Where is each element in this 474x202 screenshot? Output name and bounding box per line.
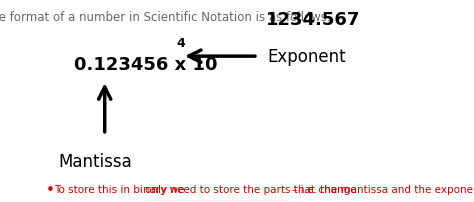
Text: Mantissa: Mantissa: [58, 152, 132, 170]
Text: •: •: [46, 182, 55, 197]
Text: 1234.567: 1234.567: [265, 11, 360, 29]
Text: 4: 4: [177, 36, 185, 49]
Text: – i.e. the mantissa and the exponent: – i.e. the mantissa and the exponent: [289, 184, 474, 194]
Text: The format of a number in Scientific Notation is as follows...: The format of a number in Scientific Not…: [0, 11, 338, 24]
Text: Exponent: Exponent: [267, 48, 346, 66]
Text: only need to store the parts that change: only need to store the parts that change: [145, 184, 357, 194]
Text: 0.123456 x 10: 0.123456 x 10: [74, 56, 218, 74]
Text: To store this in binary we: To store this in binary we: [54, 184, 188, 194]
